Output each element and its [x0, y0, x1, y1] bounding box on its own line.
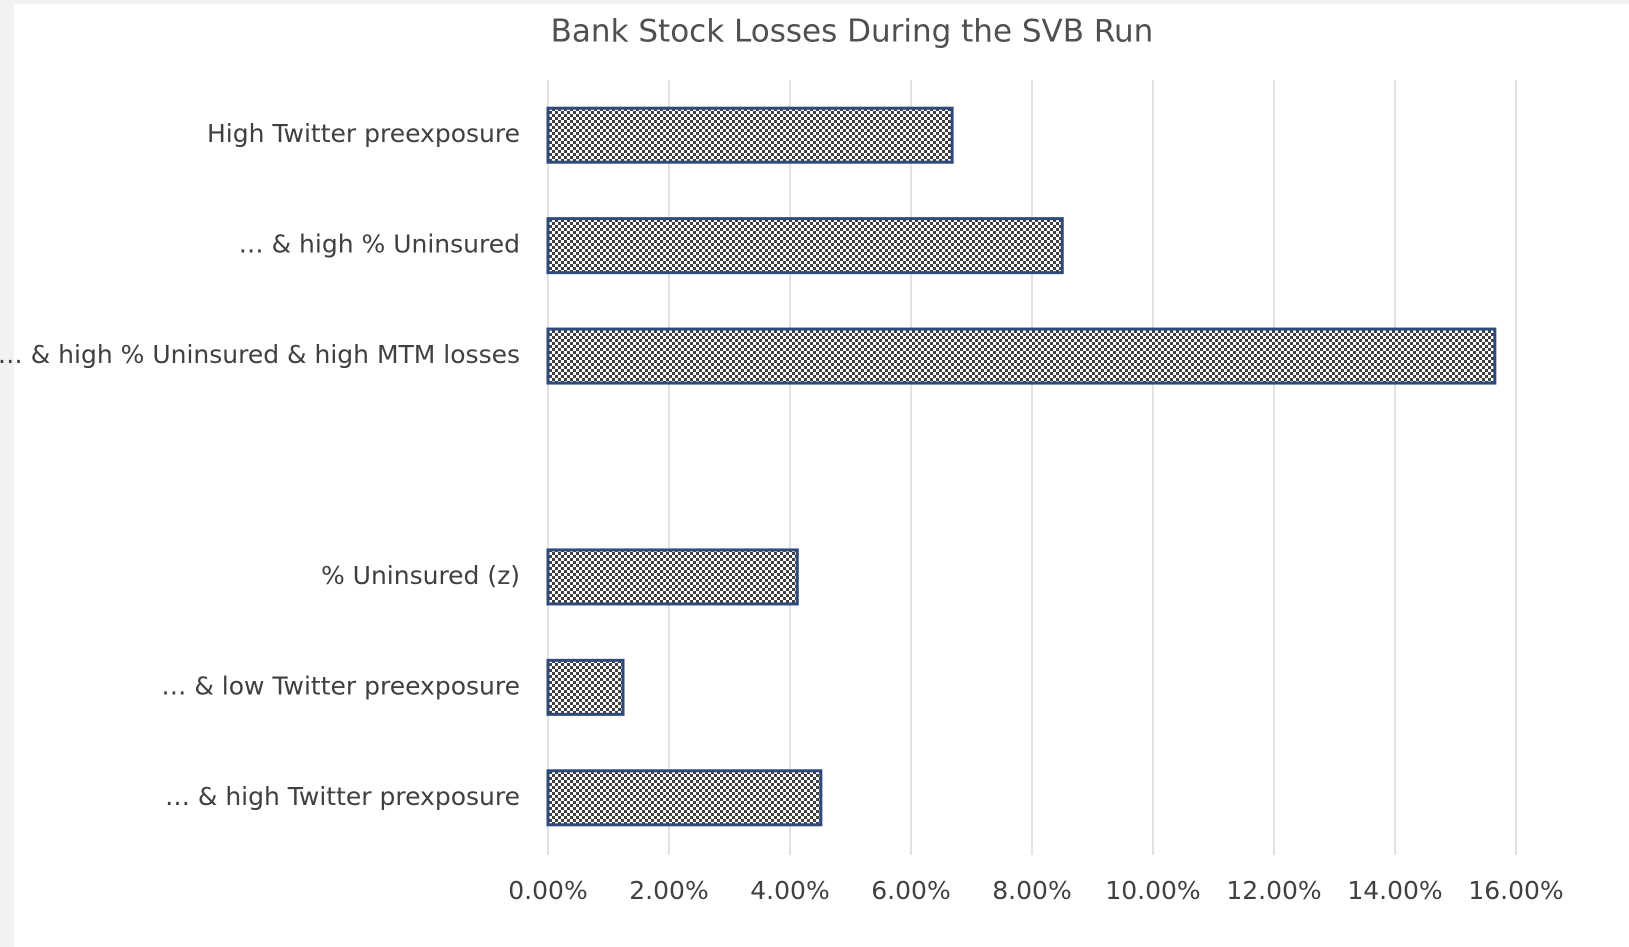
bar — [546, 658, 625, 716]
x-tick-label: 16.00% — [1468, 876, 1563, 905]
y-tick-label: … & high Twitter prexposure — [165, 782, 520, 811]
bar — [546, 769, 823, 827]
x-tick-label: 14.00% — [1347, 876, 1442, 905]
x-tick-label: 2.00% — [629, 876, 708, 905]
x-tick-label: 12.00% — [1226, 876, 1321, 905]
bar — [546, 327, 1497, 385]
x-tick-label: 8.00% — [992, 876, 1071, 905]
y-tick-label: High Twitter preexposure — [207, 119, 520, 148]
bar — [546, 106, 954, 164]
bar — [546, 548, 799, 606]
x-tick-label: 6.00% — [871, 876, 950, 905]
y-tick-label: … & low Twitter preexposure — [161, 671, 520, 700]
bar — [546, 217, 1064, 275]
y-tick-label: % Uninsured (z) — [321, 561, 520, 590]
x-tick-label: 0.00% — [508, 876, 587, 905]
x-tick-label: 4.00% — [750, 876, 829, 905]
y-tick-label: … & high % Uninsured & high MTM losses — [0, 340, 520, 369]
x-tick-label: 10.00% — [1105, 876, 1200, 905]
y-tick-label: … & high % Uninsured — [239, 230, 520, 259]
chart-title: Bank Stock Losses During the SVB Run — [551, 14, 1154, 50]
